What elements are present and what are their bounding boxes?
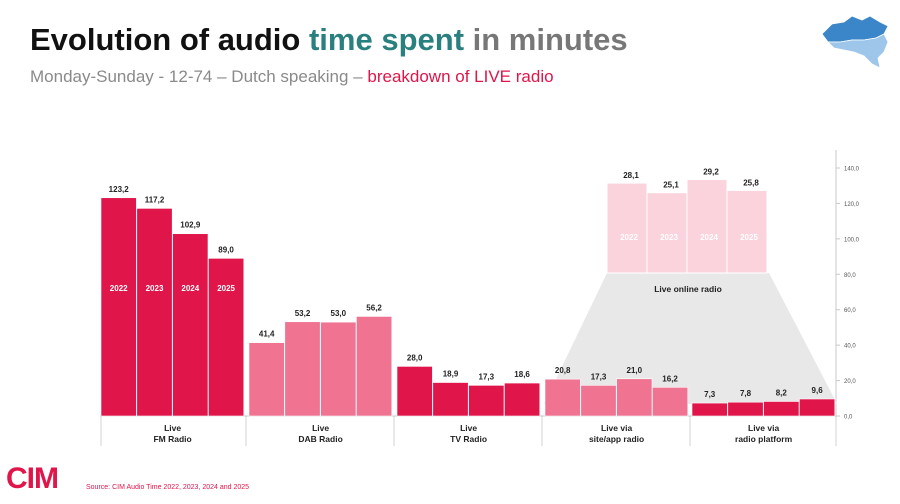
title-accent: time spent [308, 22, 465, 57]
source-note: Source: CIM Audio Time 2022, 2023, 2024 … [86, 484, 250, 491]
bar [356, 316, 393, 417]
subtitle-part-1: Monday-Sunday - 12-74 – Dutch speaking – [30, 67, 368, 86]
category-label-line2: FM Radio [153, 434, 191, 444]
bar [544, 378, 581, 417]
inset-year-label: 2022 [620, 233, 638, 242]
inset-year-label: 2025 [740, 233, 758, 242]
bar-value-label: 56,2 [366, 303, 382, 312]
bar-value-label: 17,3 [479, 372, 495, 381]
category-label-line1: Live [164, 423, 181, 433]
title-part-3: in minutes [464, 22, 628, 57]
inset-bar [686, 179, 728, 274]
bar-value-label: 18,6 [514, 370, 530, 379]
category-label-line1: Live [312, 423, 329, 433]
bar-year-label: 2022 [110, 284, 128, 293]
bar-value-label: 53,2 [295, 309, 311, 318]
bar [652, 387, 689, 417]
bar [284, 321, 321, 417]
bar-value-label: 53,0 [331, 309, 347, 318]
bar-value-label: 41,4 [259, 330, 275, 339]
inset-value-label: 25,8 [743, 178, 759, 187]
category-label-line1: Live via [601, 423, 632, 433]
bar [580, 385, 617, 417]
y-tick-label: 0,0 [844, 415, 853, 421]
inset-value-label: 28,1 [623, 171, 639, 180]
subtitle-highlight: breakdown of LIVE radio [367, 67, 554, 86]
bar-value-label: 89,0 [218, 245, 234, 254]
category-label-line2: DAB Radio [298, 434, 342, 444]
category-label-line2: TV Radio [450, 434, 487, 444]
category-label-line1: Live via [748, 423, 779, 433]
bar-value-label: 20,8 [555, 366, 571, 375]
bar [616, 378, 653, 417]
bar-value-label: 8,2 [776, 388, 788, 397]
bar [432, 382, 469, 417]
bar [727, 401, 764, 417]
bar-year-label: 2024 [181, 284, 199, 293]
inset-bar [726, 189, 768, 274]
bar [468, 385, 505, 417]
chart-subtitle: Monday-Sunday - 12-74 – Dutch speaking –… [30, 67, 554, 87]
bar [504, 382, 541, 417]
bar [396, 366, 433, 417]
cim-logo: CIM [6, 462, 59, 495]
bar-value-label: 117,2 [145, 195, 165, 204]
bar-value-label: 28,0 [407, 353, 423, 362]
bar-value-label: 123,2 [109, 185, 130, 194]
bar-year-label: 2023 [146, 284, 164, 293]
inset-value-label: 25,1 [663, 181, 679, 190]
bar-value-label: 18,9 [443, 370, 459, 379]
bar-value-label: 7,3 [704, 390, 716, 399]
category-label-line1: Live [460, 423, 477, 433]
y-tick-label: 60,0 [844, 308, 856, 314]
bar-value-label: 102,9 [180, 221, 201, 230]
inset-year-label: 2023 [660, 233, 678, 242]
y-tick-label: 120,0 [844, 202, 860, 208]
category-label-line2: site/app radio [589, 434, 644, 444]
bar [100, 197, 137, 417]
inset-value-label: 29,2 [703, 168, 719, 177]
title-part-1: Evolution of audio [30, 22, 309, 57]
inset-year-label: 2024 [700, 233, 718, 242]
bar-value-label: 17,3 [591, 372, 607, 381]
bar-year-label: 2025 [217, 284, 235, 293]
chart-title: Evolution of audio time spent in minutes [30, 22, 628, 58]
funnel-connector [544, 273, 838, 404]
y-tick-label: 20,0 [844, 379, 856, 385]
y-tick-label: 80,0 [844, 273, 856, 279]
bar [172, 233, 209, 417]
bar [208, 258, 245, 417]
inset-label: Live online radio [654, 284, 722, 294]
bar [248, 342, 285, 417]
inset-bar [606, 182, 648, 274]
y-tick-label: 140,0 [844, 167, 860, 173]
bar-value-label: 16,2 [662, 374, 678, 383]
bar [799, 398, 836, 417]
bar [320, 321, 357, 417]
wallonia-region [827, 33, 889, 69]
y-tick-label: 40,0 [844, 344, 856, 350]
category-label-line2: radio platform [735, 434, 793, 444]
y-tick-label: 100,0 [844, 237, 860, 243]
bar-value-label: 21,0 [627, 366, 643, 375]
inset-bar [646, 192, 688, 274]
bar-value-label: 7,8 [740, 389, 752, 398]
belgium-map-icon [821, 15, 889, 69]
bar [763, 401, 800, 417]
bar [136, 208, 173, 417]
bar-value-label: 9,6 [812, 386, 824, 395]
bar [691, 402, 728, 417]
